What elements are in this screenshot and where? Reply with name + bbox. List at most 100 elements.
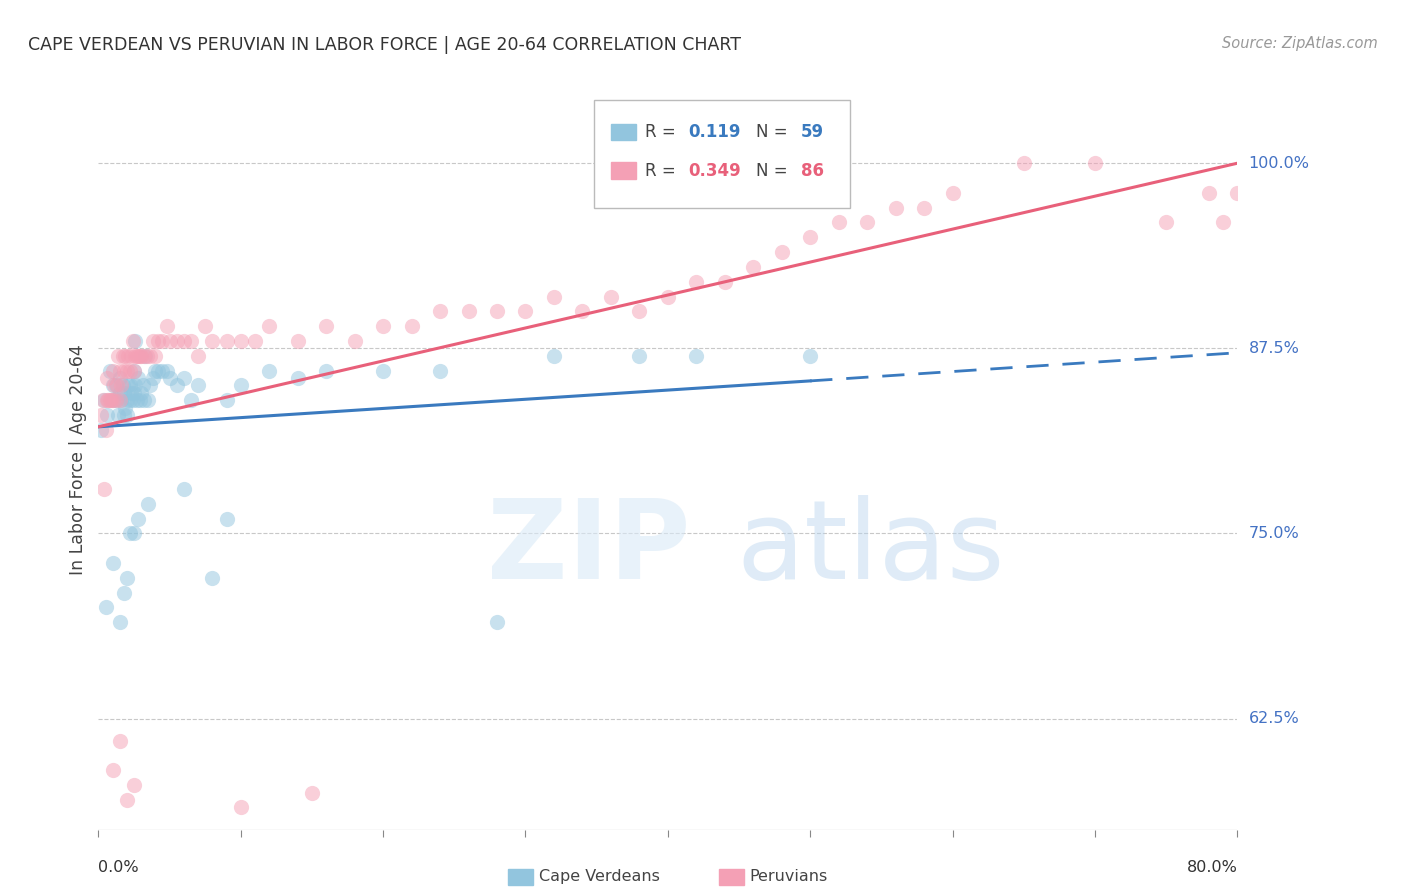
Point [1268,215,1291,229]
Point [148,334,170,348]
Point [93,482,115,496]
Point [124,334,146,348]
Text: 62.5%: 62.5% [1249,711,1299,726]
Point [104,393,127,408]
Point [124,349,146,363]
Point [120,385,142,400]
Point [145,363,167,377]
Point [110,378,132,392]
FancyBboxPatch shape [612,124,636,140]
Point [118,393,141,408]
Point [152,363,174,377]
Point [118,363,141,377]
Point [122,778,145,792]
Point [107,408,129,422]
Point [128,393,150,408]
Point [259,319,281,334]
Point [112,408,135,422]
Point [111,378,134,392]
Point [1254,186,1277,200]
Point [180,334,202,348]
Point [343,334,366,348]
Point [124,378,146,392]
Point [138,349,160,363]
Point [96,408,118,422]
Point [108,385,131,400]
Point [1226,186,1249,200]
Point [373,363,395,377]
Point [107,349,129,363]
Point [117,378,139,392]
Point [122,385,145,400]
Point [136,393,159,408]
Point [101,393,124,408]
Point [543,349,565,363]
Text: 100.0%: 100.0% [1249,156,1309,170]
Point [118,526,141,541]
Point [103,378,125,392]
Point [94,423,117,437]
Point [127,511,149,525]
Point [100,393,122,408]
Text: ZIP: ZIP [488,495,690,602]
Point [166,334,188,348]
FancyBboxPatch shape [718,869,744,885]
Point [628,304,651,318]
Point [145,349,167,363]
Point [110,393,132,408]
Point [98,393,121,408]
Point [108,615,131,630]
Text: N =: N = [755,123,793,141]
Point [942,186,965,200]
Point [94,600,117,615]
Point [1012,156,1035,170]
Point [166,378,188,392]
Point [101,764,124,778]
Point [112,385,135,400]
Point [657,289,679,303]
Point [101,393,124,408]
Point [108,363,131,377]
Point [108,393,131,408]
Point [315,363,337,377]
Point [136,497,159,511]
Point [122,363,145,377]
Point [301,786,323,800]
Point [401,319,423,334]
Point [229,334,252,348]
Point [115,571,138,585]
Point [115,363,138,377]
Text: 0.119: 0.119 [689,123,741,141]
Point [259,363,281,377]
Point [101,378,124,392]
Text: Peruvians: Peruvians [749,870,828,885]
Point [457,304,479,318]
Point [112,363,135,377]
Point [128,349,150,363]
Text: 0.0%: 0.0% [98,860,139,875]
Text: 0.349: 0.349 [689,161,741,179]
Point [173,334,195,348]
Point [600,289,623,303]
Point [714,275,737,289]
Text: 59: 59 [801,123,824,141]
Point [129,349,152,363]
Point [90,408,112,422]
Point [101,363,124,377]
Text: CAPE VERDEAN VS PERUVIAN IN LABOR FORCE | AGE 20-64 CORRELATION CHART: CAPE VERDEAN VS PERUVIAN IN LABOR FORCE … [28,36,741,54]
Point [91,393,114,408]
Point [148,363,170,377]
Point [122,363,145,377]
Point [108,371,131,385]
Point [132,349,155,363]
Point [515,304,537,318]
Point [1198,186,1220,200]
Point [132,393,155,408]
Point [121,334,143,348]
Point [105,378,128,392]
Point [229,800,252,814]
Point [429,363,451,377]
Point [287,371,309,385]
Point [127,349,149,363]
Point [429,304,451,318]
